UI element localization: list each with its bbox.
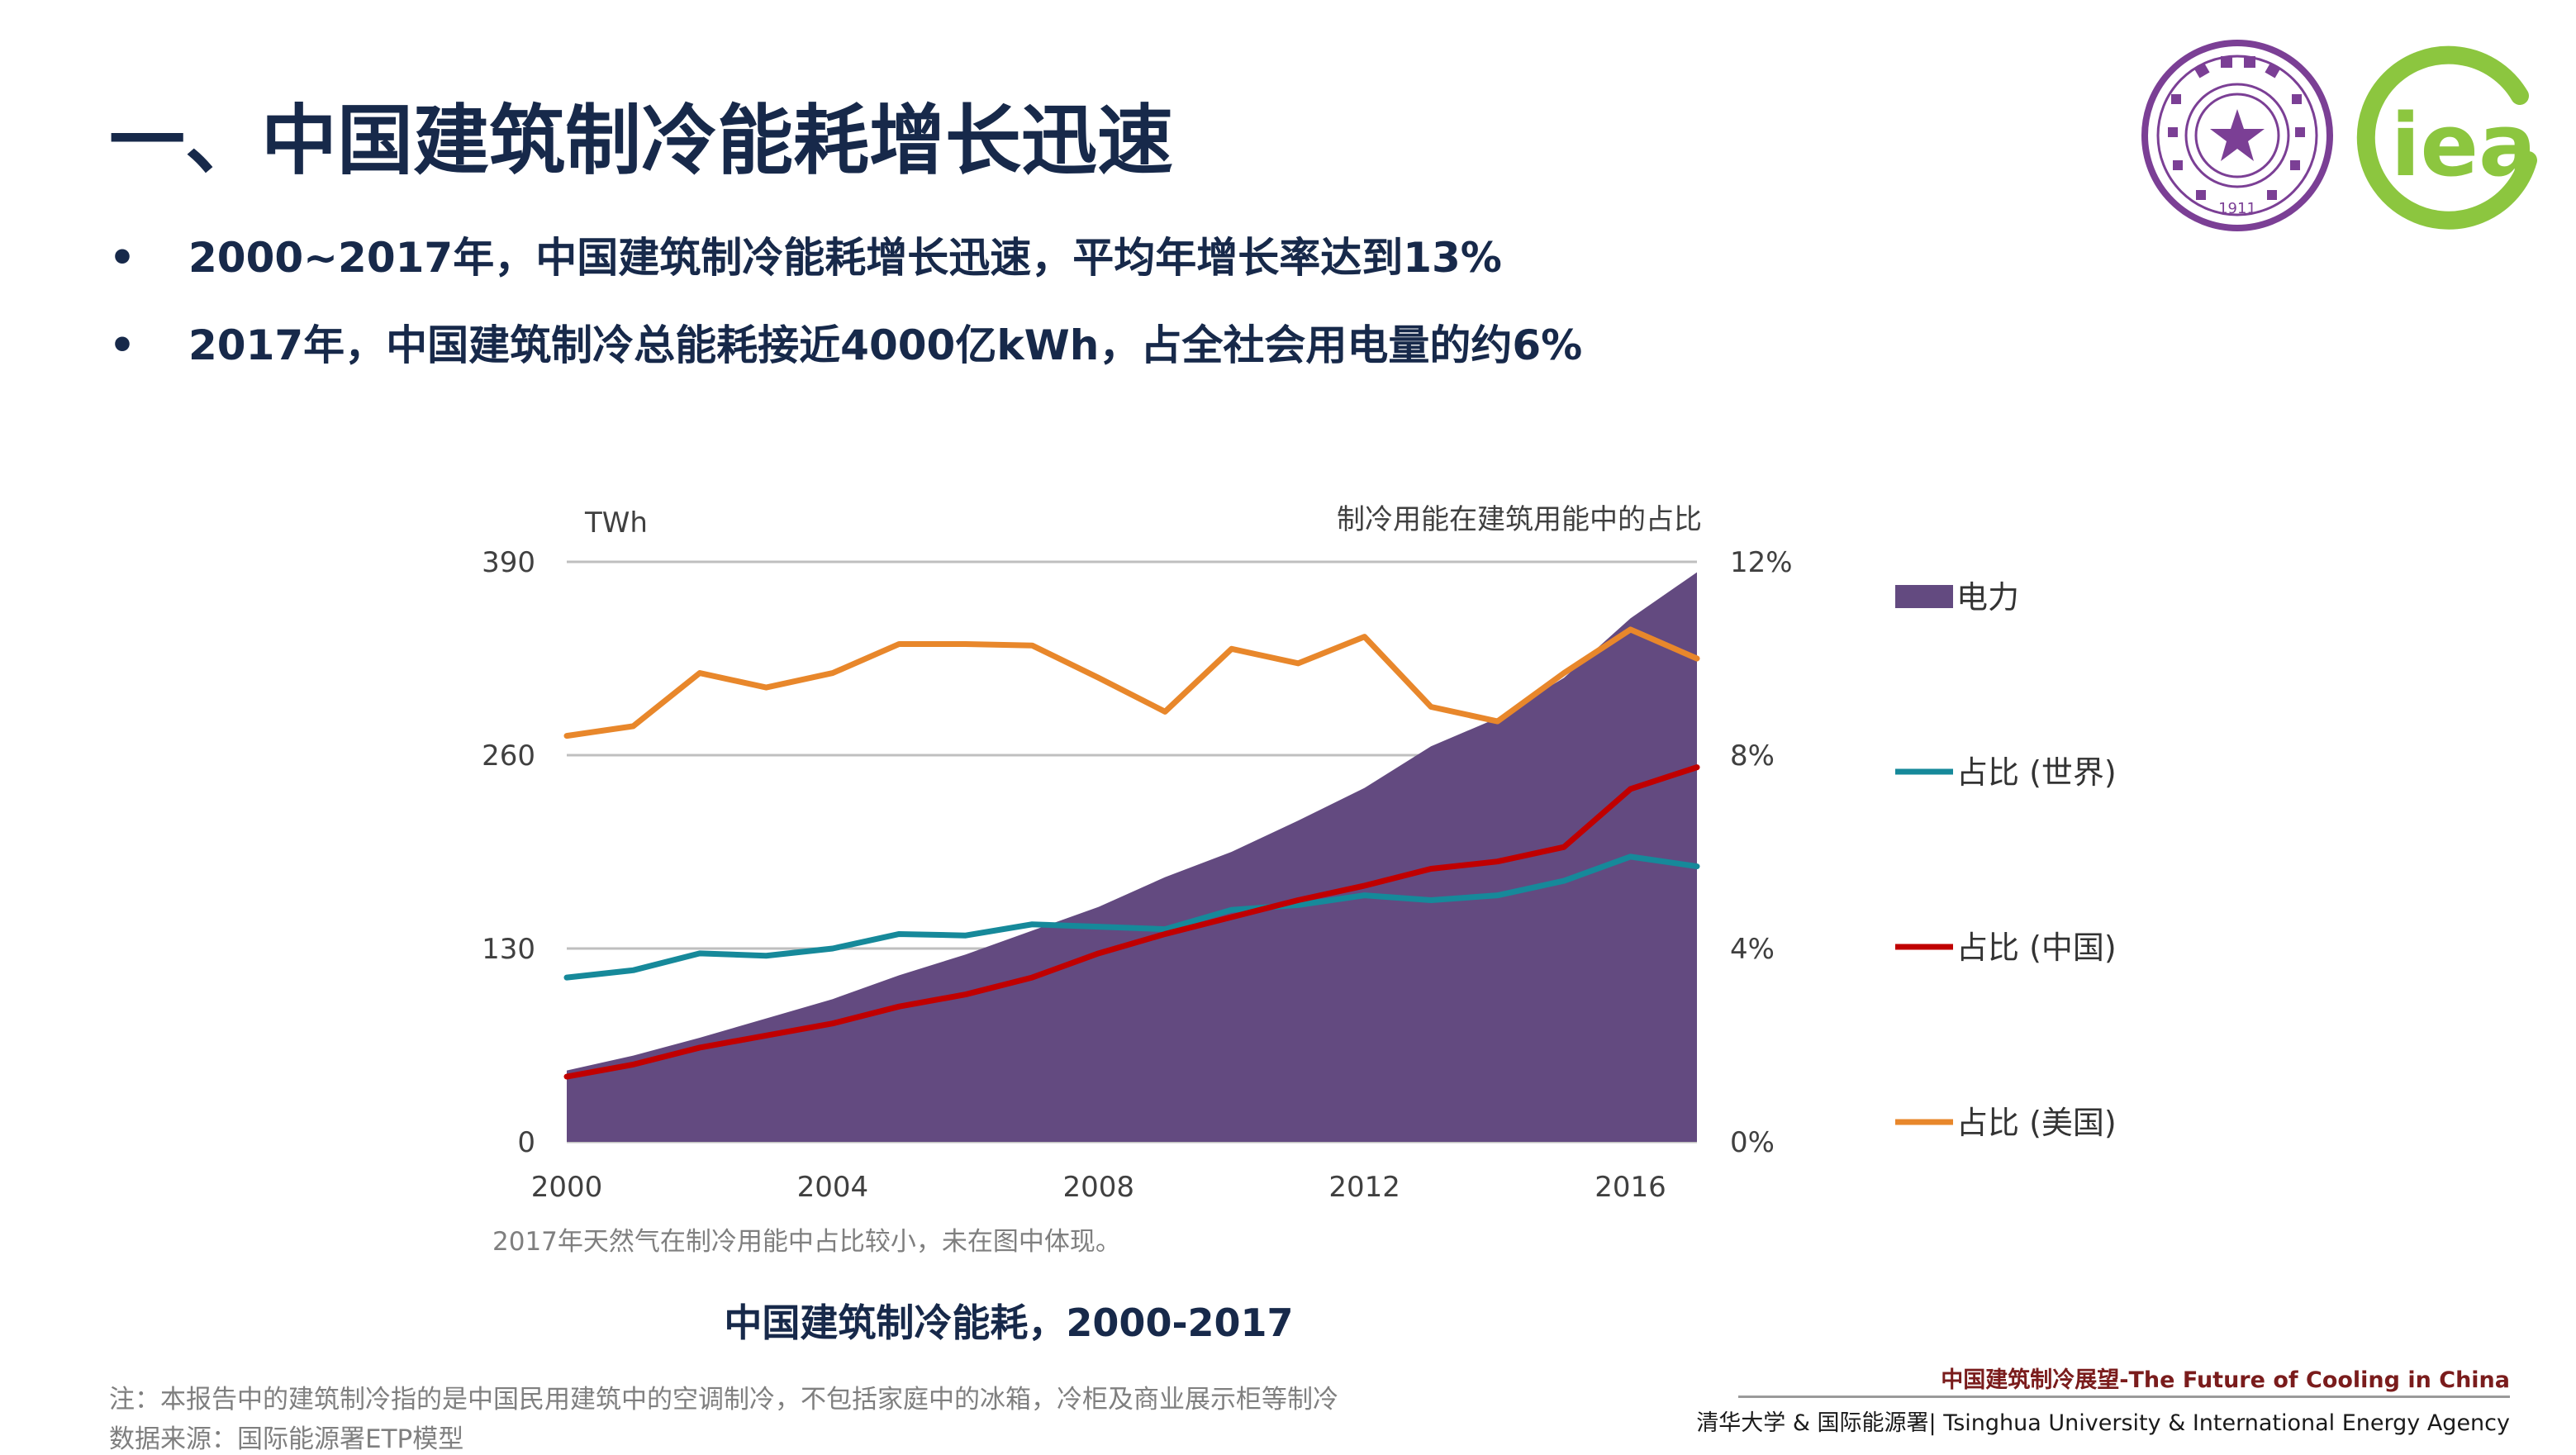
legend-swatch (1895, 585, 1953, 608)
footer-divider (1738, 1396, 2510, 1398)
footer-org: 清华大学 & 国际能源署| Tsinghua University & Inte… (1696, 1410, 2510, 1436)
legend-label: 占比 (美国) (1956, 1105, 2117, 1141)
footnote-1: 注：本报告中的建筑制冷指的是中国民用建筑中的空调制冷，不包括家庭中的冰箱，冷柜及… (109, 1385, 1338, 1415)
slide-title: 一、中国建筑制冷能耗增长迅速 (109, 97, 1174, 185)
footer-title: 中国建筑制冷展望-The Future of Cooling in China (1941, 1362, 2510, 1394)
chart-note: 2017年天然气在制冷用能中占比较小，未在图中体现。 (492, 1227, 1121, 1257)
left-tick-label: 130 (482, 933, 535, 966)
iea-logo-icon: iea (2356, 45, 2537, 230)
iea-logo-text: iea (2391, 95, 2536, 196)
left-tick-label: 260 (482, 739, 535, 773)
left-axis-label: TWh (584, 506, 648, 540)
x-tick-label: 2012 (1328, 1171, 1400, 1204)
x-tick-label: 2008 (1062, 1171, 1134, 1204)
x-tick-label: 2004 (797, 1171, 869, 1204)
right-tick-label: 0% (1730, 1126, 1775, 1159)
right-axis-label: 制冷用能在建筑用能中的占比 (1337, 503, 1702, 536)
right-tick-label: 12% (1730, 546, 1793, 579)
right-tick-label: 8% (1730, 739, 1775, 773)
x-tick-label: 2016 (1595, 1171, 1666, 1204)
left-tick-label: 390 (482, 546, 535, 579)
x-tick-label: 2000 (531, 1171, 603, 1204)
bullet-2-text: 2017年，中国建筑制冷总能耗接近4000亿kWh，占全社会用电量的约6% (188, 321, 1583, 369)
bullet-2: • 2017年，中国建筑制冷总能耗接近4000亿kWh，占全社会用电量的约6% (109, 312, 1582, 372)
footer-title-cn: 中国建筑制冷展望 (1941, 1367, 2120, 1393)
right-tick-label: 4% (1730, 933, 1775, 966)
bullet-marker: • (109, 234, 135, 282)
footer-title-en: -The Future of Cooling in China (2119, 1367, 2510, 1393)
tsinghua-seal-icon: 1911 (2141, 40, 2333, 231)
line-series-1 (563, 854, 1700, 981)
tsinghua-year: 1911 (2218, 200, 2256, 217)
legend-label: 占比 (中国) (1956, 930, 2117, 966)
chart-caption: 中国建筑制冷能耗，2000-2017 (724, 1300, 1294, 1345)
legend-label: 占比 (世界) (1956, 754, 2117, 791)
bullet-1: • 2000~2017年，中国建筑制冷能耗增长迅速，平均年增长率达到13% (109, 225, 1502, 284)
bullet-marker: • (109, 321, 135, 369)
footnote-2: 数据来源：国际能源署ETP模型 (109, 1424, 464, 1454)
area-series-electricity (567, 572, 1697, 1142)
legend-label: 电力 (1956, 579, 2019, 616)
left-tick-label: 0 (517, 1126, 535, 1159)
line-series-2 (563, 764, 1700, 1080)
line-series-3 (563, 626, 1700, 739)
bullet-1-text: 2000~2017年，中国建筑制冷能耗增长迅速，平均年增长率达到13% (188, 234, 1502, 282)
